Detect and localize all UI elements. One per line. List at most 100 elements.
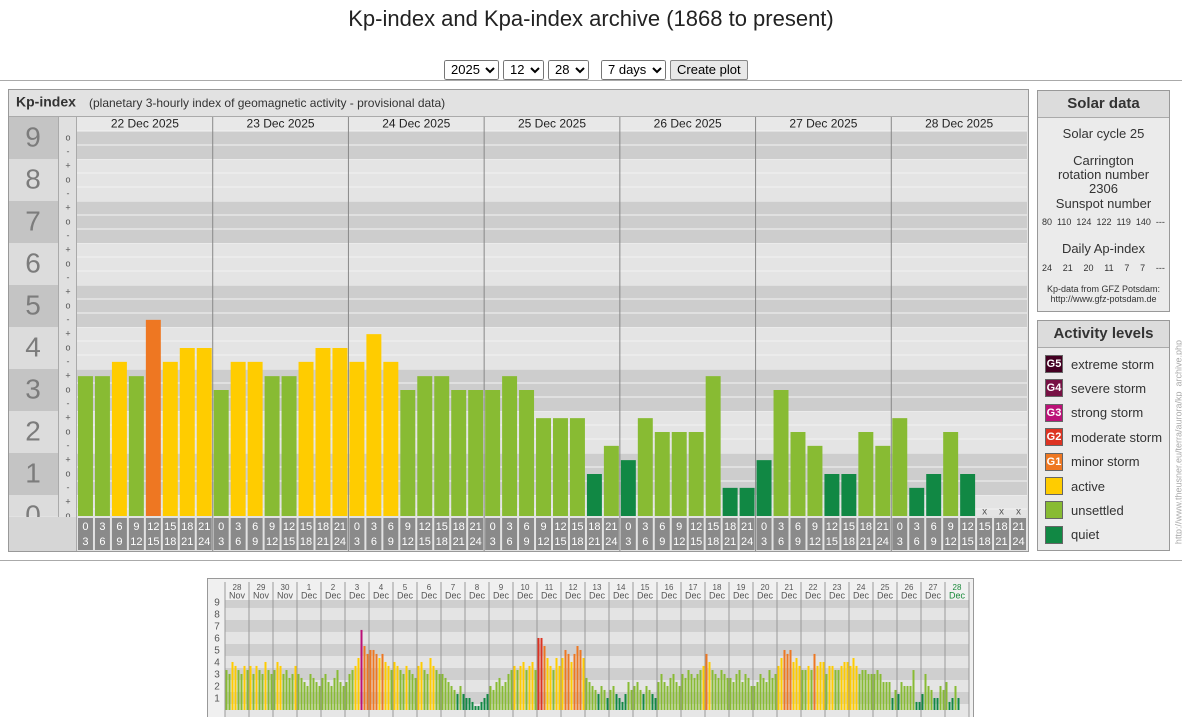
missing-marker: x	[982, 507, 987, 518]
bar	[765, 682, 768, 710]
bar	[723, 673, 726, 710]
bar	[234, 665, 237, 710]
hour-label: 6	[914, 536, 920, 548]
bar	[807, 445, 823, 516]
day-number: 2	[331, 583, 336, 592]
bar	[918, 701, 921, 710]
hour-label: 6	[252, 521, 258, 533]
bar	[627, 682, 630, 710]
bar	[936, 697, 939, 710]
bar	[663, 682, 666, 710]
bar	[480, 701, 483, 710]
bar	[615, 694, 618, 710]
y-sub-label: +	[65, 370, 70, 380]
hour-label: 12	[283, 521, 295, 533]
hour-label: 9	[133, 521, 139, 533]
day-month: Dec	[421, 590, 438, 600]
create-plot-button[interactable]: Create plot	[670, 59, 748, 80]
sunspot-value: 110	[1057, 217, 1072, 227]
hour-label: 12	[266, 536, 278, 548]
bar	[639, 689, 642, 710]
bar	[739, 487, 755, 516]
carrington: Carrington rotation number 2306	[1057, 153, 1150, 196]
level-badge: G5	[1045, 355, 1063, 373]
day-number: 24	[857, 583, 866, 592]
level-badge: G2	[1045, 428, 1063, 447]
hour-label: 6	[507, 536, 513, 548]
hour-box	[78, 518, 93, 550]
hour-box	[773, 518, 789, 550]
hour-label: 12	[809, 536, 821, 548]
bar	[366, 653, 369, 710]
bar	[897, 694, 900, 710]
bar	[309, 673, 312, 710]
bar	[618, 697, 621, 710]
hour-label: 3	[507, 521, 513, 533]
day-label: 28 Dec 2025	[925, 117, 993, 131]
bar	[507, 673, 510, 710]
bar	[429, 658, 432, 710]
bar	[453, 689, 456, 710]
bar	[474, 706, 477, 710]
day-number: 17	[689, 583, 698, 592]
day-month: Nov	[229, 590, 246, 600]
hour-label: 18	[436, 536, 448, 548]
day-month: Dec	[637, 590, 654, 600]
bar	[333, 677, 336, 710]
y-sub-label: +	[65, 328, 70, 338]
hour-label: 12	[690, 521, 702, 533]
bar	[366, 334, 382, 516]
bar	[261, 673, 264, 710]
hour-label: 3	[354, 536, 360, 548]
bar	[699, 670, 702, 710]
hour-box	[943, 518, 959, 550]
hour-label: 15	[978, 521, 990, 533]
bar	[298, 361, 314, 516]
hour-label: 18	[978, 536, 990, 548]
bar	[360, 629, 363, 710]
level-item: unsettled	[1045, 501, 1124, 520]
bar	[501, 685, 504, 710]
hour-box	[807, 518, 823, 550]
y-sub-label: o	[65, 468, 70, 478]
solar-panel: Solar data Solar cycle 25 Carrington rot…	[1037, 90, 1170, 312]
bar	[942, 689, 945, 710]
day-month: Dec	[685, 590, 702, 600]
grid-band	[225, 655, 969, 668]
bar	[894, 689, 897, 710]
bar	[477, 706, 480, 710]
hour-label: 9	[405, 521, 411, 533]
hour-label: 21	[198, 521, 210, 533]
bar	[502, 376, 518, 516]
level-label: quiet	[1071, 527, 1100, 543]
bar	[841, 474, 857, 516]
day-number: 22	[809, 583, 818, 592]
bar	[915, 701, 918, 710]
level-label: strong storm	[1071, 405, 1144, 421]
bar	[258, 670, 261, 710]
bar	[417, 665, 420, 710]
day-select[interactable]: 28	[548, 59, 589, 80]
year-select[interactable]: 2025	[444, 59, 499, 80]
bar	[675, 682, 678, 710]
bar	[252, 673, 255, 710]
bar	[687, 670, 690, 710]
label-band	[9, 159, 58, 201]
bar	[372, 649, 375, 710]
y-sub-label: o	[65, 426, 70, 436]
y-sub-label: +	[65, 286, 70, 296]
month-select[interactable]: 12	[503, 59, 544, 80]
hour-label: 24	[334, 536, 346, 548]
span-select[interactable]: 7 days	[601, 59, 666, 80]
bar	[94, 376, 110, 516]
bar	[447, 682, 450, 710]
bar	[591, 685, 594, 710]
y-tick-label: 7	[214, 622, 220, 633]
bar	[909, 487, 925, 516]
bar	[128, 376, 144, 516]
y-tick-label: 9	[214, 598, 220, 609]
day-month: Dec	[397, 590, 414, 600]
hour-box	[671, 518, 687, 550]
hour-box	[994, 518, 1010, 550]
hour-label: 3	[371, 521, 377, 533]
